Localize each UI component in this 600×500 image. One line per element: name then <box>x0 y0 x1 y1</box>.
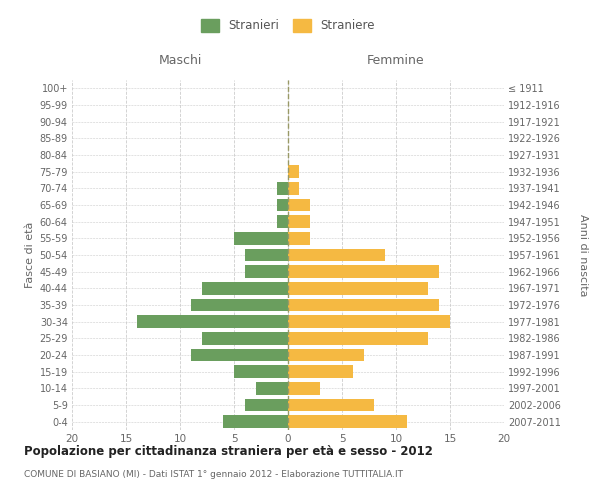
Bar <box>288 198 310 211</box>
Bar <box>288 182 299 194</box>
Bar <box>277 182 288 194</box>
Legend: Stranieri, Straniere: Stranieri, Straniere <box>197 16 379 36</box>
Bar <box>288 266 439 278</box>
Bar <box>288 382 320 394</box>
Bar <box>277 198 288 211</box>
Bar <box>245 248 288 261</box>
Bar <box>277 216 288 228</box>
Text: Maschi: Maschi <box>158 54 202 68</box>
Bar <box>288 298 439 311</box>
Bar <box>191 349 288 361</box>
Text: COMUNE DI BASIANO (MI) - Dati ISTAT 1° gennaio 2012 - Elaborazione TUTTITALIA.IT: COMUNE DI BASIANO (MI) - Dati ISTAT 1° g… <box>24 470 403 479</box>
Bar <box>245 266 288 278</box>
Bar <box>256 382 288 394</box>
Text: Popolazione per cittadinanza straniera per età e sesso - 2012: Popolazione per cittadinanza straniera p… <box>24 445 433 458</box>
Bar <box>288 216 310 228</box>
Y-axis label: Fasce di età: Fasce di età <box>25 222 35 288</box>
Bar <box>288 166 299 178</box>
Bar <box>288 332 428 344</box>
Bar <box>288 416 407 428</box>
Bar <box>223 416 288 428</box>
Bar <box>288 248 385 261</box>
Bar <box>245 399 288 411</box>
Bar <box>288 232 310 244</box>
Bar <box>288 366 353 378</box>
Text: Femmine: Femmine <box>367 54 425 68</box>
Bar <box>234 366 288 378</box>
Y-axis label: Anni di nascita: Anni di nascita <box>578 214 588 296</box>
Bar <box>288 282 428 294</box>
Bar <box>288 316 450 328</box>
Bar <box>288 349 364 361</box>
Bar <box>191 298 288 311</box>
Bar <box>288 399 374 411</box>
Bar <box>234 232 288 244</box>
Bar <box>202 332 288 344</box>
Bar <box>202 282 288 294</box>
Bar <box>137 316 288 328</box>
